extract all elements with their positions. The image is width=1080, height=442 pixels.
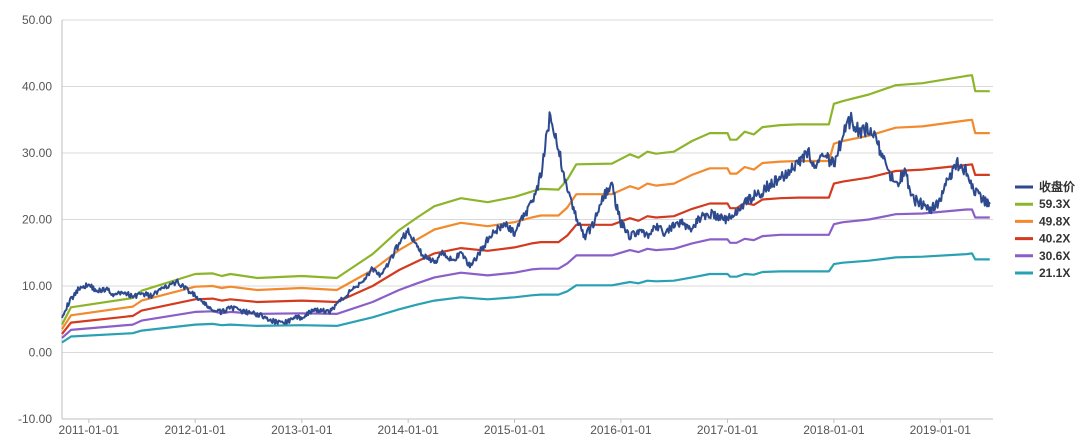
x-tick-label: 2012-01-01 <box>164 423 226 437</box>
x-tick-label: 2015-01-01 <box>484 423 546 437</box>
series-line-0 <box>61 111 991 325</box>
y-tick-label: 40.00 <box>22 80 52 94</box>
legend-label: 30.6X <box>1039 249 1070 263</box>
x-tick-label: 2014-01-01 <box>377 423 439 437</box>
series-lines <box>61 74 991 344</box>
legend-label: 49.8X <box>1039 214 1070 228</box>
x-tick-label: 2016-01-01 <box>590 423 652 437</box>
y-tick-label: 50.00 <box>22 13 52 27</box>
series-line-5 <box>61 252 990 344</box>
legend-label: 21.1X <box>1039 266 1070 280</box>
series-line-1 <box>61 74 990 326</box>
x-tick-label: 2011-01-01 <box>59 423 120 437</box>
legend-label: 59.3X <box>1039 197 1070 211</box>
x-tick-label: 2017-01-01 <box>697 423 759 437</box>
x-tick-label: 2013-01-01 <box>271 423 333 437</box>
legend: 收盘价 59.3X 49.8X 40.2X 30.6X 21.1X <box>1015 179 1076 280</box>
series-line-2 <box>61 118 990 330</box>
x-tick-label: 2019-01-01 <box>910 423 972 437</box>
legend-label: 40.2X <box>1039 232 1070 246</box>
y-tick-label: 10.00 <box>22 279 52 293</box>
y-tick-label: -10.00 <box>18 412 52 426</box>
y-axis-ticks: 50.00 40.00 30.00 20.00 10.00 0.00 -10.00 <box>18 13 52 426</box>
y-tick-label: 30.00 <box>22 146 52 160</box>
legend-label: 收盘价 <box>1039 179 1076 194</box>
x-axis-ticks: 2011-01-01 2012-01-01 2013-01-01 2014-01-01… <box>59 419 972 437</box>
y-tick-label: 20.00 <box>22 213 52 227</box>
series-line-3 <box>61 163 990 335</box>
x-tick-label: 2018-01-01 <box>803 423 865 437</box>
y-tick-label: 0.00 <box>29 346 53 360</box>
